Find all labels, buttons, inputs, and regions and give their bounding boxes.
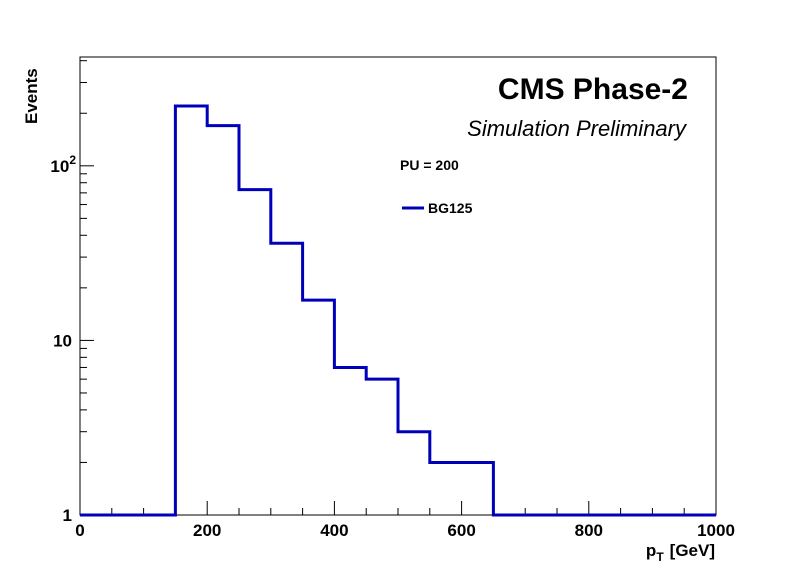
experiment-title: CMS Phase-2 [498, 73, 688, 106]
series-layer [80, 104, 716, 517]
x-axis-title-base: p [646, 541, 656, 560]
x-axis-title-unit: [GeV] [670, 541, 715, 560]
x-tick-label: 1000 [697, 521, 735, 540]
y-tick-label-base: 1 [63, 506, 72, 525]
x-axis-title-subscript: T [656, 550, 664, 564]
x-tick-label: 800 [575, 521, 603, 540]
legend: BG125 [402, 200, 473, 216]
x-axis-title: pT [GeV] [646, 541, 715, 564]
y-tick-label: 102 [50, 153, 76, 176]
x-tick-label: 600 [447, 521, 475, 540]
legend-label-bg125: BG125 [428, 200, 473, 216]
pileup-annotation: PU = 200 [400, 157, 459, 173]
x-tick-label: 0 [75, 521, 84, 540]
y-axis-title: Events [22, 68, 41, 124]
y-tick-label-base: 10 [50, 157, 69, 176]
histogram-series-bg125 [80, 104, 716, 517]
x-axis: 0 200 400 600 800 1000 [75, 501, 735, 540]
y-tick-label-exponent: 2 [69, 153, 76, 167]
experiment-subtitle: Simulation Preliminary [467, 116, 688, 141]
x-tick-label: 400 [320, 521, 348, 540]
x-tick-label: 200 [193, 521, 221, 540]
y-tick-label: 10 [53, 331, 72, 350]
y-tick-label: 1 [63, 506, 72, 525]
y-tick-label-base: 10 [53, 331, 72, 350]
